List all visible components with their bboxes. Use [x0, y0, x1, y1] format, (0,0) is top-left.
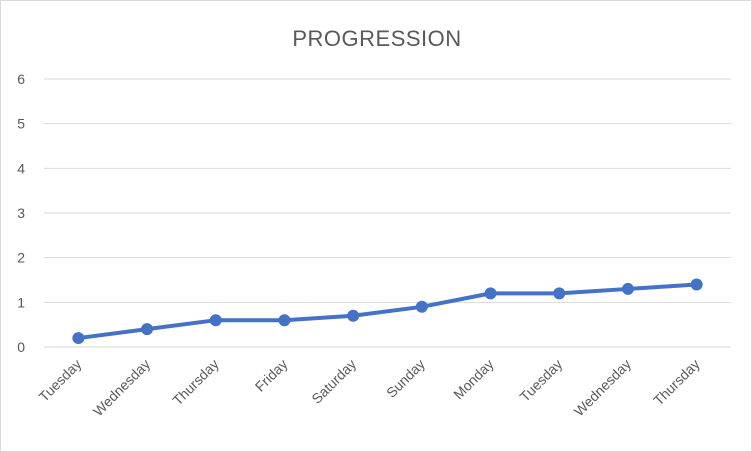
gridlines	[44, 78, 731, 348]
x-tick-label: Thursday	[169, 356, 222, 409]
x-axis-ticks: Tuesday Wednesday Thursday Friday Saturday Su…	[36, 356, 703, 419]
x-tick-label: Tuesday	[516, 356, 565, 405]
data-point	[415, 300, 428, 313]
y-axis-ticks: 0 1 2 3 4 5 6	[17, 71, 25, 355]
data-point	[278, 314, 291, 327]
chart-title: PROGRESSION	[292, 26, 461, 51]
y-tick-label: 1	[17, 294, 25, 310]
x-tick-label: Saturday	[308, 356, 359, 407]
y-tick-label: 2	[17, 250, 25, 266]
data-point	[484, 287, 497, 300]
y-tick-label: 3	[17, 205, 25, 221]
data-point	[690, 278, 703, 291]
data-point	[141, 323, 154, 336]
data-point	[553, 287, 566, 300]
y-tick-label: 0	[17, 339, 25, 355]
series-layer	[72, 278, 703, 345]
data-point	[72, 332, 85, 345]
y-tick-label: 4	[17, 160, 25, 176]
data-point	[621, 282, 634, 295]
series-line	[76, 282, 699, 341]
x-tick-label: Wednesday	[571, 356, 634, 419]
x-tick-label: Wednesday	[90, 356, 153, 419]
y-tick-label: 5	[17, 116, 25, 132]
y-tick-label: 6	[17, 71, 25, 87]
x-tick-label: Sunday	[383, 356, 428, 401]
x-tick-label: Tuesday	[36, 356, 85, 405]
x-tick-label: Thursday	[650, 356, 703, 409]
x-tick-label: Monday	[450, 356, 497, 403]
x-tick-label: Friday	[252, 356, 291, 395]
data-point	[209, 314, 222, 327]
data-point	[347, 309, 360, 322]
